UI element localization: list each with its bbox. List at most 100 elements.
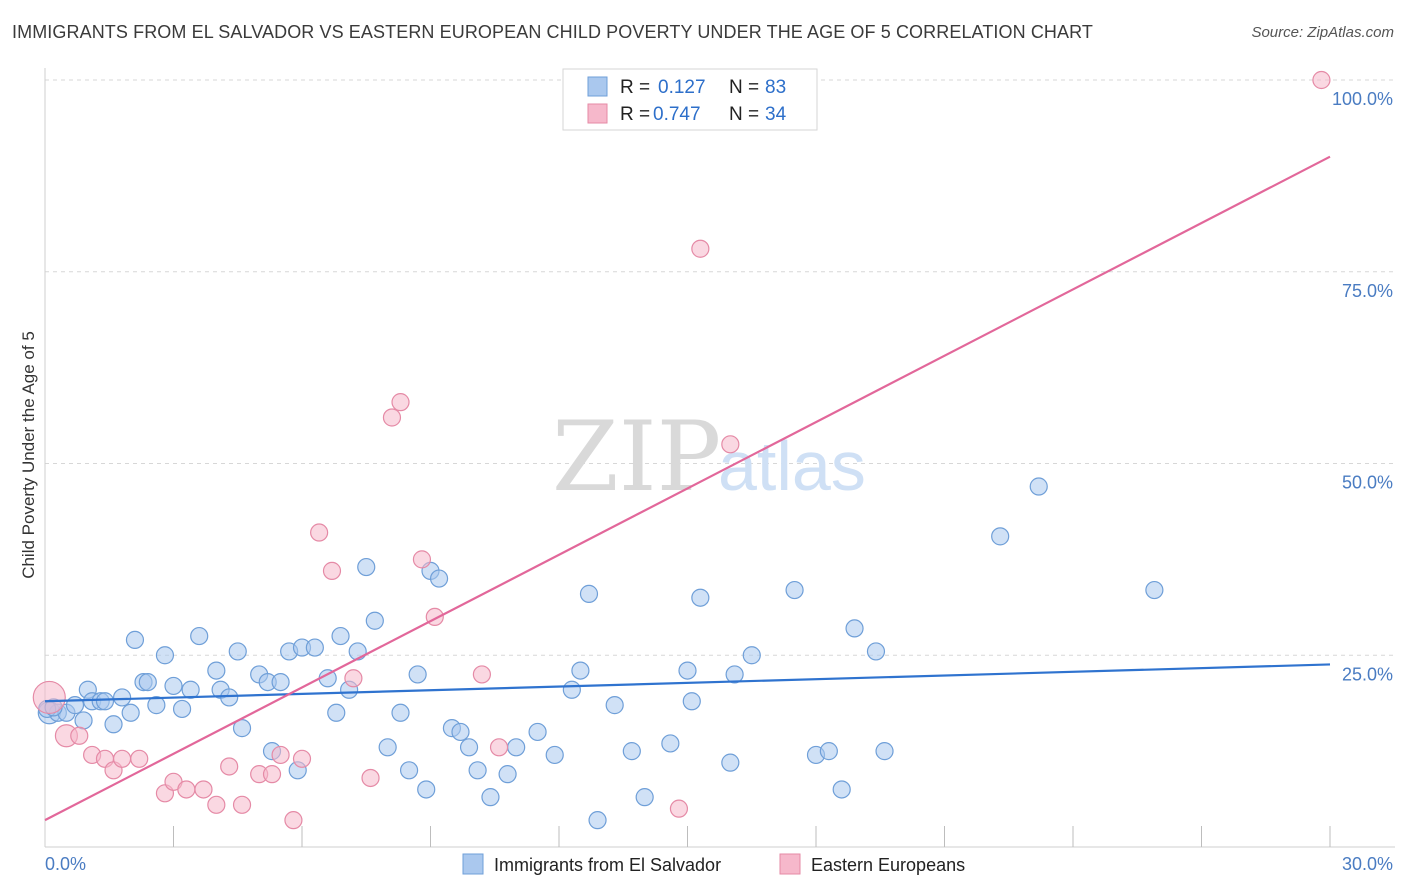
blue-point-66 bbox=[682, 692, 701, 711]
blue-point-40 bbox=[365, 611, 384, 630]
legend-r-value-2: 0.747 bbox=[653, 104, 701, 125]
pink-point-30 bbox=[669, 799, 689, 818]
pink-point-2 bbox=[70, 726, 89, 745]
pink-point-20 bbox=[310, 523, 329, 542]
blue-point-57 bbox=[562, 680, 581, 699]
pink-point-6 bbox=[112, 749, 132, 768]
blue-point-41 bbox=[378, 738, 397, 757]
blue-point-62 bbox=[622, 742, 641, 761]
series-eastern-europeans bbox=[32, 70, 1331, 830]
blue-point-29 bbox=[271, 672, 290, 692]
y-tick-label-1: 50.0% bbox=[1342, 473, 1393, 493]
bottom-legend-swatch-pink bbox=[779, 853, 801, 875]
watermark-atlas: atlas bbox=[718, 427, 866, 505]
legend-r-value-1: 0.127 bbox=[658, 77, 706, 98]
watermark: ZIP atlas bbox=[552, 401, 866, 513]
bottom-legend-label-2: Eastern Europeans bbox=[811, 855, 965, 875]
blue-point-68 bbox=[721, 753, 740, 772]
pink-point-31 bbox=[691, 239, 710, 258]
blue-point-54 bbox=[507, 738, 526, 757]
blue-point-20 bbox=[190, 626, 209, 646]
blue-point-4 bbox=[74, 711, 93, 730]
x-tick-label-1: 30.0% bbox=[1342, 854, 1393, 874]
blue-point-74 bbox=[832, 780, 851, 799]
blue-point-63 bbox=[635, 788, 654, 807]
pink-point-19 bbox=[292, 749, 312, 768]
bottom-legend-swatch-blue bbox=[462, 853, 484, 875]
blue-point-56 bbox=[545, 745, 564, 765]
blue-point-36 bbox=[331, 626, 350, 646]
pink-point-0 bbox=[32, 680, 66, 715]
blue-point-17 bbox=[164, 676, 183, 696]
blue-point-52 bbox=[481, 788, 500, 807]
pink-point-23 bbox=[361, 768, 380, 788]
blue-point-51 bbox=[468, 761, 487, 780]
blue-point-78 bbox=[991, 527, 1010, 546]
legend-n-value-2: 34 bbox=[765, 104, 787, 125]
blue-point-45 bbox=[417, 780, 436, 799]
legend-n-label-1: N = bbox=[729, 77, 759, 98]
axes bbox=[44, 68, 1395, 848]
blue-point-10 bbox=[112, 688, 132, 707]
blue-point-19 bbox=[181, 680, 200, 699]
blue-point-58 bbox=[571, 661, 590, 680]
pink-point-7 bbox=[130, 749, 149, 768]
blue-point-8 bbox=[95, 692, 115, 711]
blue-point-15 bbox=[147, 696, 166, 715]
blue-point-35 bbox=[327, 703, 346, 722]
blue-point-12 bbox=[125, 630, 145, 650]
blue-point-55 bbox=[528, 722, 547, 742]
blue-point-76 bbox=[866, 642, 886, 661]
blue-point-59 bbox=[579, 584, 599, 603]
legend-r-label-1: R = bbox=[620, 77, 650, 98]
blue-point-21 bbox=[207, 661, 226, 680]
y-axis-label: Child Poverty Under the Age of 5 bbox=[19, 331, 38, 579]
blue-point-42 bbox=[391, 703, 410, 722]
legend-n-value-1: 83 bbox=[765, 77, 786, 98]
pink-point-28 bbox=[472, 665, 491, 684]
pink-point-10 bbox=[177, 780, 196, 799]
blue-point-73 bbox=[819, 742, 838, 761]
pink-point-26 bbox=[412, 550, 432, 569]
blue-point-24 bbox=[228, 642, 247, 661]
pink-point-22 bbox=[344, 669, 363, 688]
bottom-legend: Immigrants from El Salvador Eastern Euro… bbox=[462, 853, 965, 875]
blue-point-64 bbox=[661, 734, 680, 753]
pink-point-17 bbox=[271, 745, 290, 765]
source-credit: Source: ZipAtlas.com bbox=[1251, 24, 1394, 41]
blue-point-60 bbox=[588, 811, 607, 830]
legend-r-label-2: R = bbox=[620, 104, 650, 125]
chart-title: IMMIGRANTS FROM EL SALVADOR VS EASTERN E… bbox=[12, 22, 1093, 42]
legend: R = 0.127 N = 83 R = 0.747 N = 34 bbox=[562, 68, 818, 131]
trend-lines bbox=[44, 155, 1331, 822]
blue-point-69 bbox=[725, 665, 744, 684]
blue-point-70 bbox=[742, 646, 761, 665]
legend-swatch-blue bbox=[587, 76, 608, 97]
blue-point-75 bbox=[845, 619, 864, 638]
pink-trend-line bbox=[44, 155, 1331, 822]
blue-point-61 bbox=[605, 696, 624, 715]
pink-point-14 bbox=[232, 795, 252, 814]
blue-point-16 bbox=[155, 646, 175, 665]
blue-point-53 bbox=[498, 765, 517, 784]
series-immigrants-el-salvador bbox=[37, 477, 1164, 830]
blue-point-77 bbox=[875, 742, 894, 761]
blue-point-14 bbox=[138, 672, 157, 692]
blue-point-79 bbox=[1029, 477, 1048, 496]
y-tick-label-2: 75.0% bbox=[1342, 281, 1393, 301]
pink-point-33 bbox=[1312, 70, 1331, 90]
blue-point-38 bbox=[348, 642, 367, 661]
watermark-zip: ZIP bbox=[552, 401, 721, 513]
pink-point-13 bbox=[220, 757, 239, 776]
x-tick-label-0: 0.0% bbox=[45, 854, 86, 874]
blue-point-11 bbox=[121, 703, 140, 722]
grid-lines bbox=[45, 79, 1395, 656]
blue-point-44 bbox=[408, 665, 427, 684]
blue-point-33 bbox=[305, 638, 324, 657]
pink-point-18 bbox=[284, 811, 303, 830]
blue-point-18 bbox=[172, 699, 192, 719]
blue-point-49 bbox=[451, 722, 470, 742]
legend-swatch-pink bbox=[587, 103, 608, 124]
blue-point-67 bbox=[691, 588, 710, 607]
